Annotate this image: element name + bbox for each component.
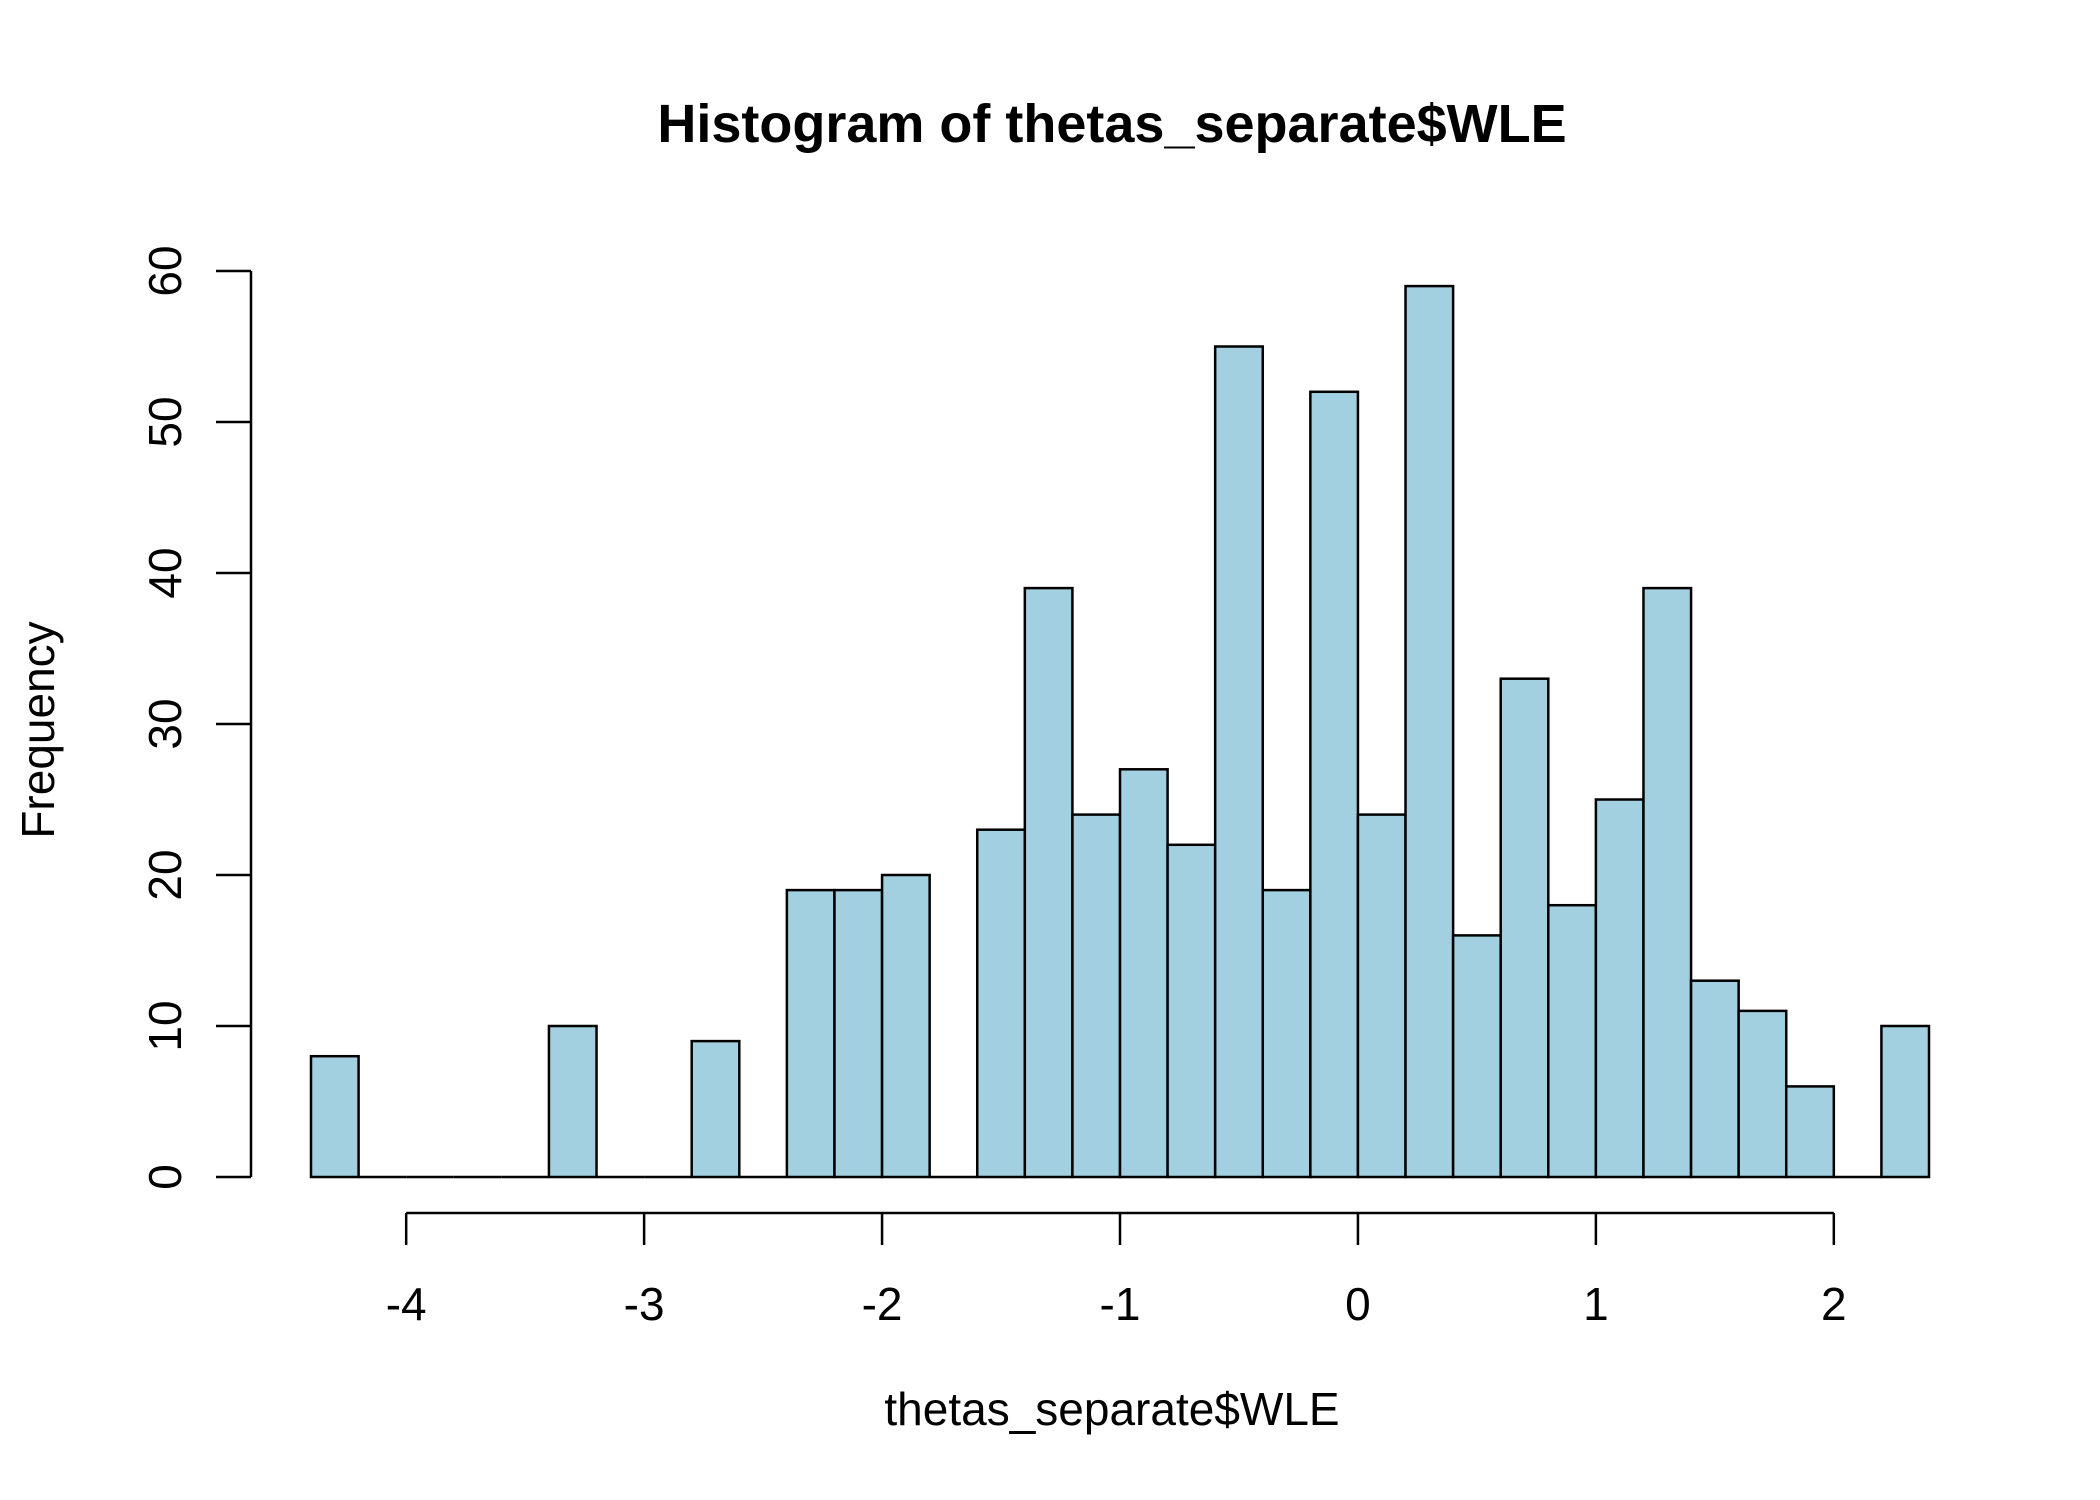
- histogram-bar-12: [880, 873, 931, 1179]
- histogram-bar-18: [1166, 843, 1217, 1179]
- y-tick-label-5: 50: [139, 396, 191, 447]
- histogram-bar-33: [1880, 1024, 1931, 1179]
- histogram-bar-15: [1023, 586, 1074, 1179]
- histogram-bar-16: [1071, 813, 1122, 1179]
- histogram-bar-5: [547, 1024, 598, 1179]
- y-tick-label-6: 60: [139, 245, 191, 296]
- histogram-bar-10: [785, 888, 836, 1179]
- histogram-bar-28: [1642, 586, 1693, 1179]
- histogram-bar-31: [1784, 1085, 1836, 1179]
- x-tick-label-2: -2: [862, 1278, 903, 1330]
- y-tick-label-1: 10: [139, 1000, 191, 1051]
- histogram-bar-11: [833, 888, 884, 1179]
- histogram-bar-17: [1118, 768, 1169, 1179]
- x-tick-label-0: -4: [386, 1278, 427, 1330]
- histogram-bar-25: [1499, 677, 1550, 1179]
- x-tick-label-5: 1: [1583, 1278, 1609, 1330]
- histogram-bar-19: [1213, 345, 1265, 1179]
- histogram-bar-21: [1309, 390, 1360, 1179]
- histogram-bar-22: [1356, 813, 1407, 1179]
- y-tick-label-0: 0: [139, 1164, 191, 1190]
- histogram-bar-23: [1404, 284, 1455, 1179]
- histogram-bar-8: [690, 1039, 741, 1179]
- x-tick-label-4: 0: [1345, 1278, 1371, 1330]
- histogram-bar-27: [1594, 798, 1645, 1179]
- histogram-bar-24: [1451, 934, 1502, 1179]
- y-tick-label-3: 30: [139, 698, 191, 749]
- histogram-bar-30: [1737, 1009, 1788, 1179]
- x-tick-label-6: 2: [1821, 1278, 1847, 1330]
- histogram-bar-26: [1547, 903, 1598, 1179]
- histogram-bar-29: [1689, 979, 1740, 1179]
- x-tick-label-1: -3: [624, 1278, 665, 1330]
- histogram-bar-0: [309, 1054, 360, 1179]
- y-axis-label: Frequency: [12, 621, 64, 838]
- histogram-bar-14: [975, 828, 1027, 1179]
- y-tick-label-2: 20: [139, 849, 191, 900]
- y-axis: 0 10 20 30 40 50 60: [139, 245, 253, 1190]
- x-axis-label: thetas_separate$WLE: [884, 1383, 1339, 1435]
- chart-title: Histogram of thetas_separate$WLE: [657, 94, 1566, 154]
- x-tick-label-3: -1: [1100, 1278, 1141, 1330]
- histogram-bar-20: [1261, 888, 1312, 1179]
- y-tick-label-4: 40: [139, 547, 191, 598]
- x-axis: -4 -3 -2 -1 0 1 2: [386, 1211, 1847, 1330]
- bars-group: [309, 284, 1931, 1179]
